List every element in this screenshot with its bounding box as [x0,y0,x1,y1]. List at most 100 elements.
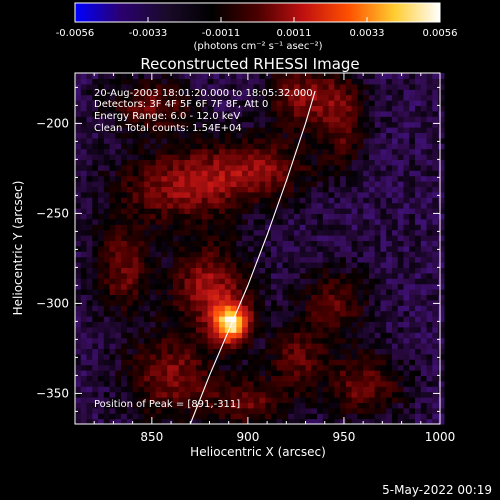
heatmap-cell [299,316,307,322]
heatmap-cell [294,116,301,123]
heatmap-cell [311,208,318,214]
heatmap-cell [328,132,335,139]
heatmap-cell [334,402,341,409]
heatmap-cell [98,208,105,214]
heatmap-cell [109,364,116,371]
x-tick-label: 1000 [425,430,456,444]
heatmap-cell [420,353,428,360]
heatmap-cell [420,407,428,414]
heatmap-cell [236,191,243,198]
heatmap-cell [259,110,266,117]
heatmap-cell [86,202,93,209]
heatmap-cell [98,380,105,387]
heatmap-cell [397,213,405,220]
heatmap-cell [224,364,232,371]
heatmap-cell [86,375,93,382]
heatmap-cell [305,202,312,209]
heatmap-cell [80,78,88,85]
heatmap-cell [115,402,122,409]
heatmap-cell [380,197,387,204]
heatmap-cell [98,148,105,155]
heatmap-cell [109,407,116,414]
heatmap-cell [247,375,255,382]
heatmap-cell [103,267,111,274]
heatmap-cell [317,78,324,85]
heatmap-cell [103,326,111,333]
heatmap-cell [224,170,232,177]
heatmap-cell [276,110,284,117]
heatmap-cell [265,364,272,371]
heatmap-cell [259,89,266,96]
heatmap-cell [265,94,272,101]
heatmap-cell [345,105,353,112]
heatmap-cell [132,267,139,274]
heatmap-cell [155,175,163,182]
heatmap-cell [282,137,289,144]
heatmap-cell [334,170,341,177]
solar-limb-line [189,90,316,425]
heatmap-cell [415,353,422,360]
heatmap-cell [282,208,289,214]
heatmap-cell [415,105,422,112]
heatmap-cell [207,343,214,349]
heatmap-cell [236,229,243,236]
heatmap-cell [311,348,318,355]
heatmap-cell [363,375,370,382]
heatmap-cell [149,202,157,209]
heatmap-cell [299,240,307,247]
heatmap-cell [438,283,445,290]
heatmap-cell [386,143,393,150]
heatmap-cell [328,110,335,117]
heatmap-cell [340,418,347,425]
heatmap-cell [236,175,243,182]
heatmap-cell [328,121,335,128]
heatmap-cell [213,272,220,279]
heatmap-cell [86,294,93,301]
heatmap-cell [138,218,145,225]
heatmap-cell [80,218,88,225]
heatmap-cell [340,386,347,393]
heatmap-cell [230,359,237,366]
heatmap-cell [317,272,324,279]
heatmap-cell [328,359,335,366]
heatmap-cell [92,191,99,198]
heatmap-cell [178,94,186,101]
heatmap-cell [357,337,364,344]
heatmap-cell [438,159,445,166]
heatmap-cell [80,89,88,96]
heatmap-cell [132,89,139,96]
heatmap-cell [213,132,220,139]
heatmap-cell [334,235,341,241]
heatmap-cell [305,299,312,306]
heatmap-cell [340,380,347,387]
heatmap-cell [432,73,439,79]
heatmap-cell [149,418,157,425]
heatmap-cell [403,278,410,285]
heatmap-cell [386,235,393,241]
heatmap-cell [92,213,99,220]
heatmap-cell [265,294,272,301]
heatmap-cell [253,105,261,112]
heatmap-cell [438,321,445,328]
heatmap-cell [184,175,191,182]
heatmap-cell [190,321,197,328]
heatmap-cell [397,391,405,398]
heatmap-cell [363,235,370,241]
heatmap-cell [288,418,295,425]
heatmap-cell [138,154,145,160]
heatmap-cell [403,251,410,258]
heatmap-cell [213,386,220,393]
heatmap-cell [288,407,295,414]
heatmap-cell [86,224,93,231]
heatmap-cell [363,267,370,274]
heatmap-cell [368,251,376,258]
heatmap-cell [219,375,226,382]
heatmap-cell [149,267,157,274]
heatmap-cell [270,348,278,355]
heatmap-cell [115,110,122,117]
heatmap-cell [132,181,139,187]
heatmap-cell [397,256,405,263]
colorbar-frame [74,2,441,23]
heatmap-cell [98,197,105,204]
heatmap-cell [184,186,191,193]
